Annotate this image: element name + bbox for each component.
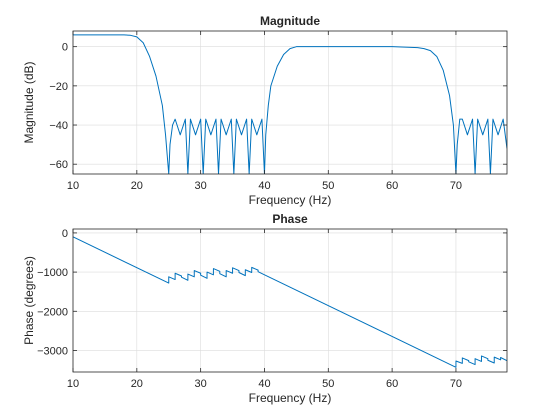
magnitude-grid <box>72 31 507 174</box>
phase-y-tick-label: 0 <box>62 228 68 240</box>
magnitude-axes: 10 20 30 40 50 60 70 −60 −40 −20 0 Magnitude Frequ… <box>22 14 508 207</box>
magnitude-y-tick-label: 0 <box>62 42 68 54</box>
phase-ticks: 10 20 30 40 50 60 70 −3000 −2000 −1000 0 <box>37 228 507 390</box>
phase-grid <box>72 229 507 372</box>
phase-x-tick-label: 50 <box>322 378 334 390</box>
phase-x-tick-label: 30 <box>195 378 207 390</box>
phase-axes: 10 20 30 40 50 60 70 −3000 −2000 −1000 0 Phase Fre… <box>22 212 508 405</box>
magnitude-x-tick-label: 50 <box>322 180 334 192</box>
magnitude-y-axis-label: Magnitude (dB) <box>22 61 36 143</box>
phase-series <box>73 236 507 368</box>
phase-y-tick-label: −3000 <box>37 345 68 357</box>
phase-y-tick-label: −2000 <box>37 306 68 318</box>
magnitude-x-tick-label: 10 <box>67 180 79 192</box>
magnitude-series-line <box>73 34 507 174</box>
magnitude-x-tick-label: 20 <box>131 180 143 192</box>
magnitude-y-tick-label: −60 <box>49 159 68 171</box>
phase-axes-frame <box>72 228 508 373</box>
magnitude-x-tick-label: 60 <box>386 180 398 192</box>
magnitude-x-tick-label: 30 <box>195 180 207 192</box>
magnitude-plot-area <box>73 31 507 174</box>
phase-y-axis-label: Phase (degrees) <box>22 256 36 345</box>
phase-x-tick-label: 70 <box>450 378 462 390</box>
phase-y-tick-label: −1000 <box>37 267 68 279</box>
magnitude-axes-frame <box>72 30 508 175</box>
phase-x-tick-label: 60 <box>386 378 398 390</box>
phase-x-axis-label: Frequency (Hz) <box>249 391 332 405</box>
magnitude-x-axis-label: Frequency (Hz) <box>249 193 332 207</box>
magnitude-series <box>73 34 507 174</box>
phase-plot-area <box>73 229 507 372</box>
magnitude-ticks: 10 20 30 40 50 60 70 −60 −40 −20 0 <box>49 31 507 192</box>
phase-x-tick-label: 40 <box>258 378 270 390</box>
magnitude-y-tick-label: −20 <box>49 81 68 93</box>
magnitude-title: Magnitude <box>260 14 320 28</box>
phase-series-line <box>73 236 507 368</box>
phase-x-tick-label: 20 <box>131 378 143 390</box>
phase-title: Phase <box>272 212 308 226</box>
magnitude-x-tick-label: 40 <box>258 180 270 192</box>
phase-x-tick-label: 10 <box>67 378 79 390</box>
magnitude-x-tick-label: 70 <box>450 180 462 192</box>
magnitude-y-tick-label: −40 <box>49 120 68 132</box>
